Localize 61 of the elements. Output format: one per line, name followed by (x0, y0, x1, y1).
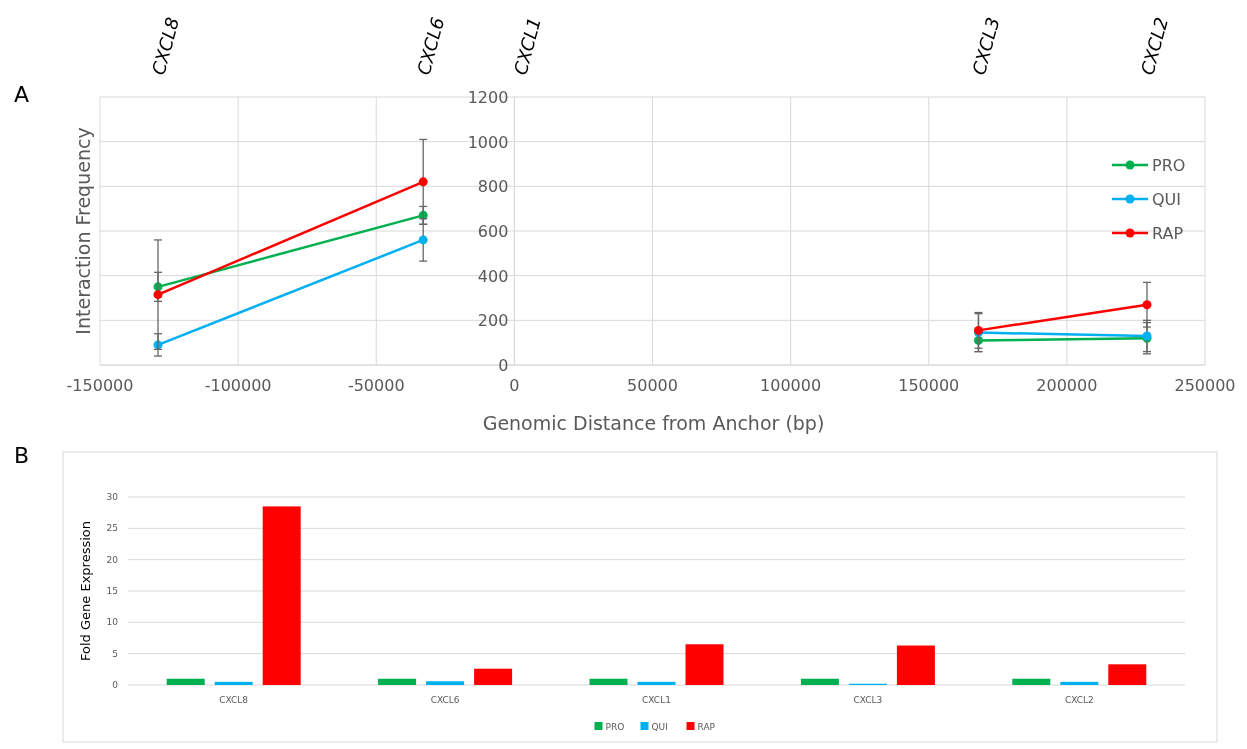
text: CXCL8 (147, 14, 184, 78)
y-tick-label: 1200 (467, 88, 509, 107)
legend-label: RAP (697, 722, 716, 732)
text: B (14, 443, 30, 468)
x-tick-label: CXCL8 (219, 695, 249, 705)
bar (378, 678, 417, 685)
y-tick-label: 10 (106, 617, 119, 628)
y-tick-label: 20 (106, 554, 119, 565)
x-tick-label: 100000 (760, 376, 822, 395)
bar (474, 668, 513, 685)
text: CXCL1 (509, 14, 545, 78)
x-tick-label: 250000 (1174, 376, 1236, 395)
bar (1012, 678, 1051, 685)
legend-label: RAP (1152, 224, 1184, 243)
y-tick-label: 15 (106, 586, 118, 596)
x-tick-label: -150000 (66, 376, 134, 395)
x-tick-label: 200000 (1036, 376, 1098, 395)
y-tick-label: 0 (498, 356, 509, 375)
x-tick-label: 150000 (898, 376, 960, 395)
y-tick-label: 30 (106, 492, 119, 502)
text: A (14, 82, 30, 107)
y-axis-title: Fold Gene Expression (78, 521, 93, 661)
bar (685, 644, 724, 685)
bar (589, 678, 628, 685)
point (418, 177, 428, 187)
bar (637, 681, 676, 685)
x-tick-label: -50000 (347, 376, 405, 395)
y-tick-label: 0 (112, 680, 119, 690)
text: CXCL6 (412, 14, 449, 78)
point (418, 235, 428, 245)
x-tick-label: 50000 (627, 376, 678, 395)
bar (1108, 664, 1147, 685)
x-tick-label: CXCL1 (642, 695, 671, 705)
bar (1060, 681, 1099, 685)
x-tick-label: -100000 (204, 376, 272, 395)
bar (896, 645, 935, 685)
point (153, 290, 163, 300)
y-axis-title: Interaction Frequency (72, 127, 94, 335)
point (1142, 300, 1152, 310)
legend-label: PRO (1152, 156, 1186, 175)
legend-label: QUI (651, 722, 668, 732)
y-tick-label: 25 (106, 523, 118, 534)
x-tick-label: CXCL3 (853, 695, 883, 705)
bar (426, 681, 465, 685)
y-tick-label: 200 (477, 311, 509, 331)
y-tick-label: 1000 (467, 132, 509, 152)
bar (800, 678, 839, 685)
x-tick-label: CXCL6 (430, 695, 460, 705)
bar (214, 681, 253, 685)
bar (166, 678, 205, 685)
x-axis-title: Genomic Distance from Anchor (bp) (482, 412, 825, 434)
y-tick-label: 5 (112, 648, 118, 659)
x-tick-label: CXCL2 (1064, 695, 1094, 705)
text: CXCL3 (968, 14, 1004, 78)
legend-label: QUI (1152, 190, 1182, 209)
y-tick-label: 400 (477, 266, 509, 286)
y-tick-label: 600 (477, 222, 509, 241)
legend-label: PRO (605, 722, 625, 732)
y-tick-label: 800 (477, 177, 509, 197)
bar (262, 506, 301, 685)
text: CXCL2 (1136, 14, 1173, 78)
